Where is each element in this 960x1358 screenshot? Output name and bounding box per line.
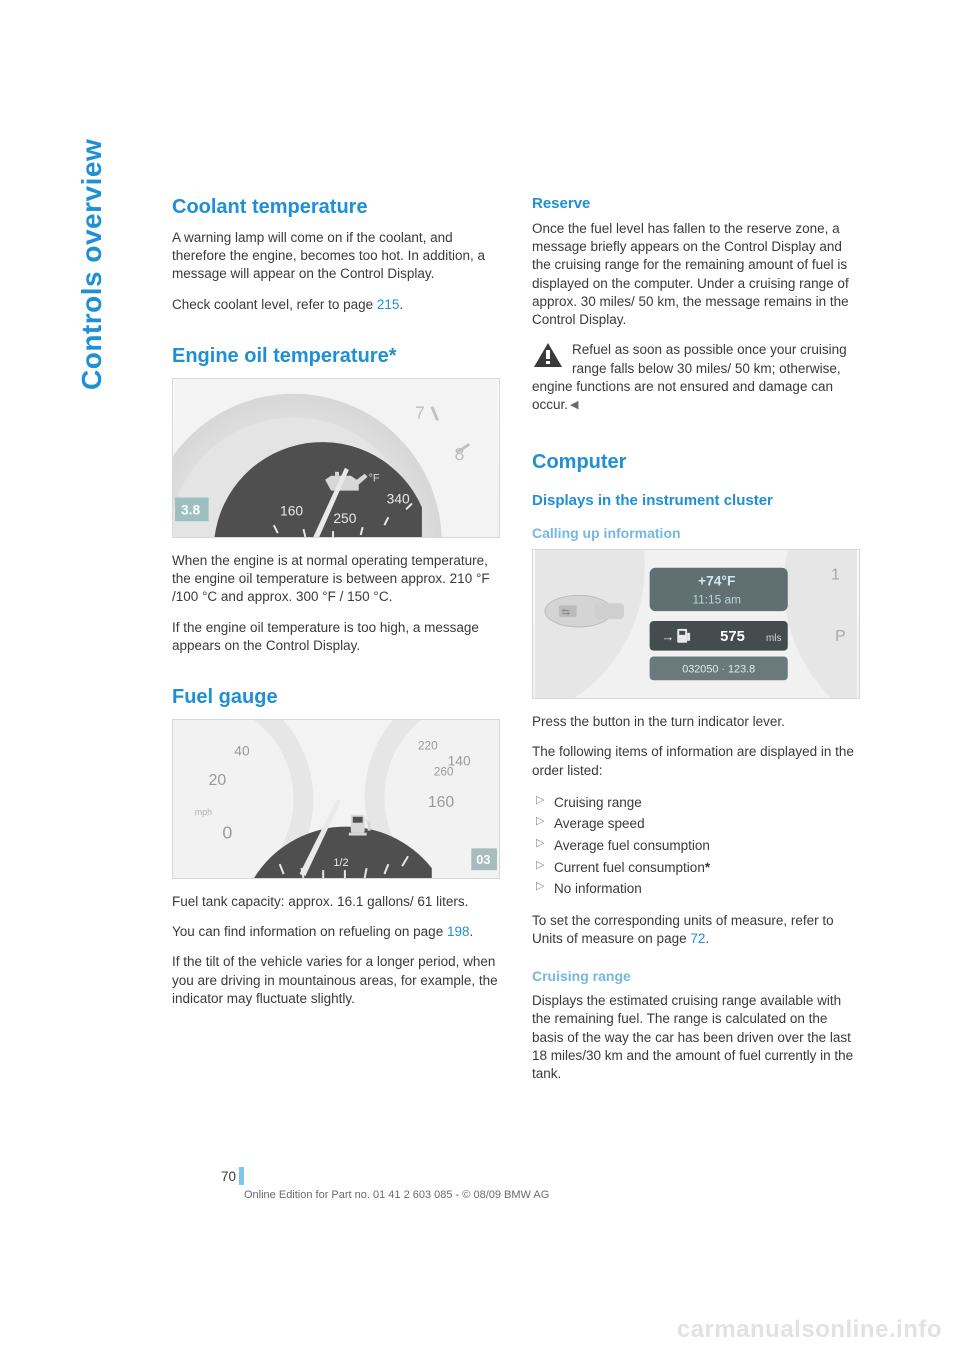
text-fragment: Current fuel consumption <box>554 860 705 875</box>
heading-computer: Computer <box>532 450 860 474</box>
heading-coolant-temperature: Coolant temperature <box>172 195 500 219</box>
svg-text:220: 220 <box>418 739 438 753</box>
body-text: Displays the estimated cruising range av… <box>532 992 860 1083</box>
text-fragment: . <box>705 931 709 946</box>
svg-text:mls: mls <box>766 633 781 644</box>
body-text: A warning lamp will come on if the coola… <box>172 229 500 284</box>
body-text: Check coolant level, refer to page 215. <box>172 296 500 314</box>
svg-text:250: 250 <box>333 510 356 526</box>
svg-text:3.8: 3.8 <box>181 501 201 517</box>
svg-text:1: 1 <box>831 567 840 584</box>
footnote-star-icon: * <box>705 860 710 875</box>
page-ref-link[interactable]: 215 <box>377 297 400 312</box>
svg-text:→: → <box>661 629 674 644</box>
heading-fuel-gauge: Fuel gauge <box>172 685 500 709</box>
svg-text:03: 03 <box>476 852 490 867</box>
list-item: Cruising range <box>532 792 860 814</box>
manual-page: Controls overview Coolant temperature A … <box>0 0 960 1358</box>
text-fragment: To set the corresponding units of measur… <box>532 913 834 946</box>
heading-engine-oil-temperature: Engine oil temperature* <box>172 344 500 368</box>
body-text: You can find information on refueling on… <box>172 923 500 941</box>
svg-text:40: 40 <box>234 743 250 759</box>
warning-note: Refuel as soon as possible once your cru… <box>532 341 860 414</box>
svg-text:°F: °F <box>369 473 380 485</box>
svg-text:340: 340 <box>387 490 410 506</box>
svg-text:140: 140 <box>448 752 471 768</box>
svg-text:0: 0 <box>222 822 232 842</box>
text-fragment: You can find information on refueling on… <box>172 924 447 939</box>
body-text: When the engine is at normal operating t… <box>172 552 500 607</box>
end-marker-icon: ◀ <box>570 398 578 413</box>
right-column: Reserve Once the fuel level has fallen t… <box>532 195 860 1095</box>
svg-text:575: 575 <box>720 629 745 645</box>
svg-text:032050 · 123.8: 032050 · 123.8 <box>682 664 755 676</box>
body-text: The following items of information are d… <box>532 743 860 779</box>
body-text: Press the button in the turn indicator l… <box>532 713 860 731</box>
body-text: If the engine oil temperature is too hig… <box>172 619 500 655</box>
info-items-list: Cruising range Average speed Average fue… <box>532 792 860 900</box>
content-columns: Coolant temperature A warning lamp will … <box>172 195 860 1095</box>
list-item: Average fuel consumption <box>532 835 860 857</box>
heading-displays-instrument-cluster: Displays in the instrument cluster <box>532 492 860 509</box>
text-fragment: Check coolant level, refer to page <box>172 297 377 312</box>
svg-text:1/2: 1/2 <box>333 857 348 869</box>
svg-text:⇆: ⇆ <box>562 607 570 618</box>
watermark-text: carmanualsonline.info <box>677 1316 942 1344</box>
list-item: No information <box>532 878 860 900</box>
body-text: If the tilt of the vehicle varies for a … <box>172 953 500 1008</box>
page-number: 70 <box>221 1169 236 1184</box>
heading-calling-up-information: Calling up information <box>532 525 860 541</box>
figure-fuel-gauge: 40 20 0 mph 220 260 160 140 <box>172 719 500 879</box>
left-column: Coolant temperature A warning lamp will … <box>172 195 500 1095</box>
body-text: To set the corresponding units of measur… <box>532 912 860 948</box>
heading-cruising-range: Cruising range <box>532 968 860 984</box>
svg-text:160: 160 <box>280 502 303 518</box>
svg-text:20: 20 <box>209 772 227 789</box>
figure-info-display: 1 P ⇆ +74°F 11:15 am <box>532 549 860 699</box>
svg-text:mph: mph <box>195 807 212 817</box>
section-tab-label: Controls overview <box>76 139 108 390</box>
page-ref-link[interactable]: 198 <box>447 924 470 939</box>
text-fragment: . <box>469 924 473 939</box>
list-item: Average speed <box>532 813 860 835</box>
body-text: Once the fuel level has fallen to the re… <box>532 220 860 329</box>
figure-oil-temperature-gauge: 7 8 °F 160 250 340 <box>172 378 500 538</box>
footer-copyright: Online Edition for Part no. 01 41 2 603 … <box>244 1189 549 1201</box>
warning-triangle-icon <box>532 341 564 369</box>
page-number-accent <box>239 1167 244 1185</box>
svg-text:+74°F: +74°F <box>698 573 735 589</box>
list-item: Current fuel consumption* <box>532 857 860 879</box>
body-text: Fuel tank capacity: approx. 16.1 gallons… <box>172 893 500 911</box>
svg-text:P: P <box>835 628 846 645</box>
page-ref-link[interactable]: 72 <box>690 931 705 946</box>
text-fragment: Refuel as soon as possible once your cru… <box>532 342 847 412</box>
svg-text:160: 160 <box>428 794 455 811</box>
heading-reserve: Reserve <box>532 195 860 212</box>
svg-text:11:15 am: 11:15 am <box>692 592 741 606</box>
svg-text:7: 7 <box>415 402 425 422</box>
text-fragment: . <box>399 297 403 312</box>
warning-text: Refuel as soon as possible once your cru… <box>532 341 860 414</box>
